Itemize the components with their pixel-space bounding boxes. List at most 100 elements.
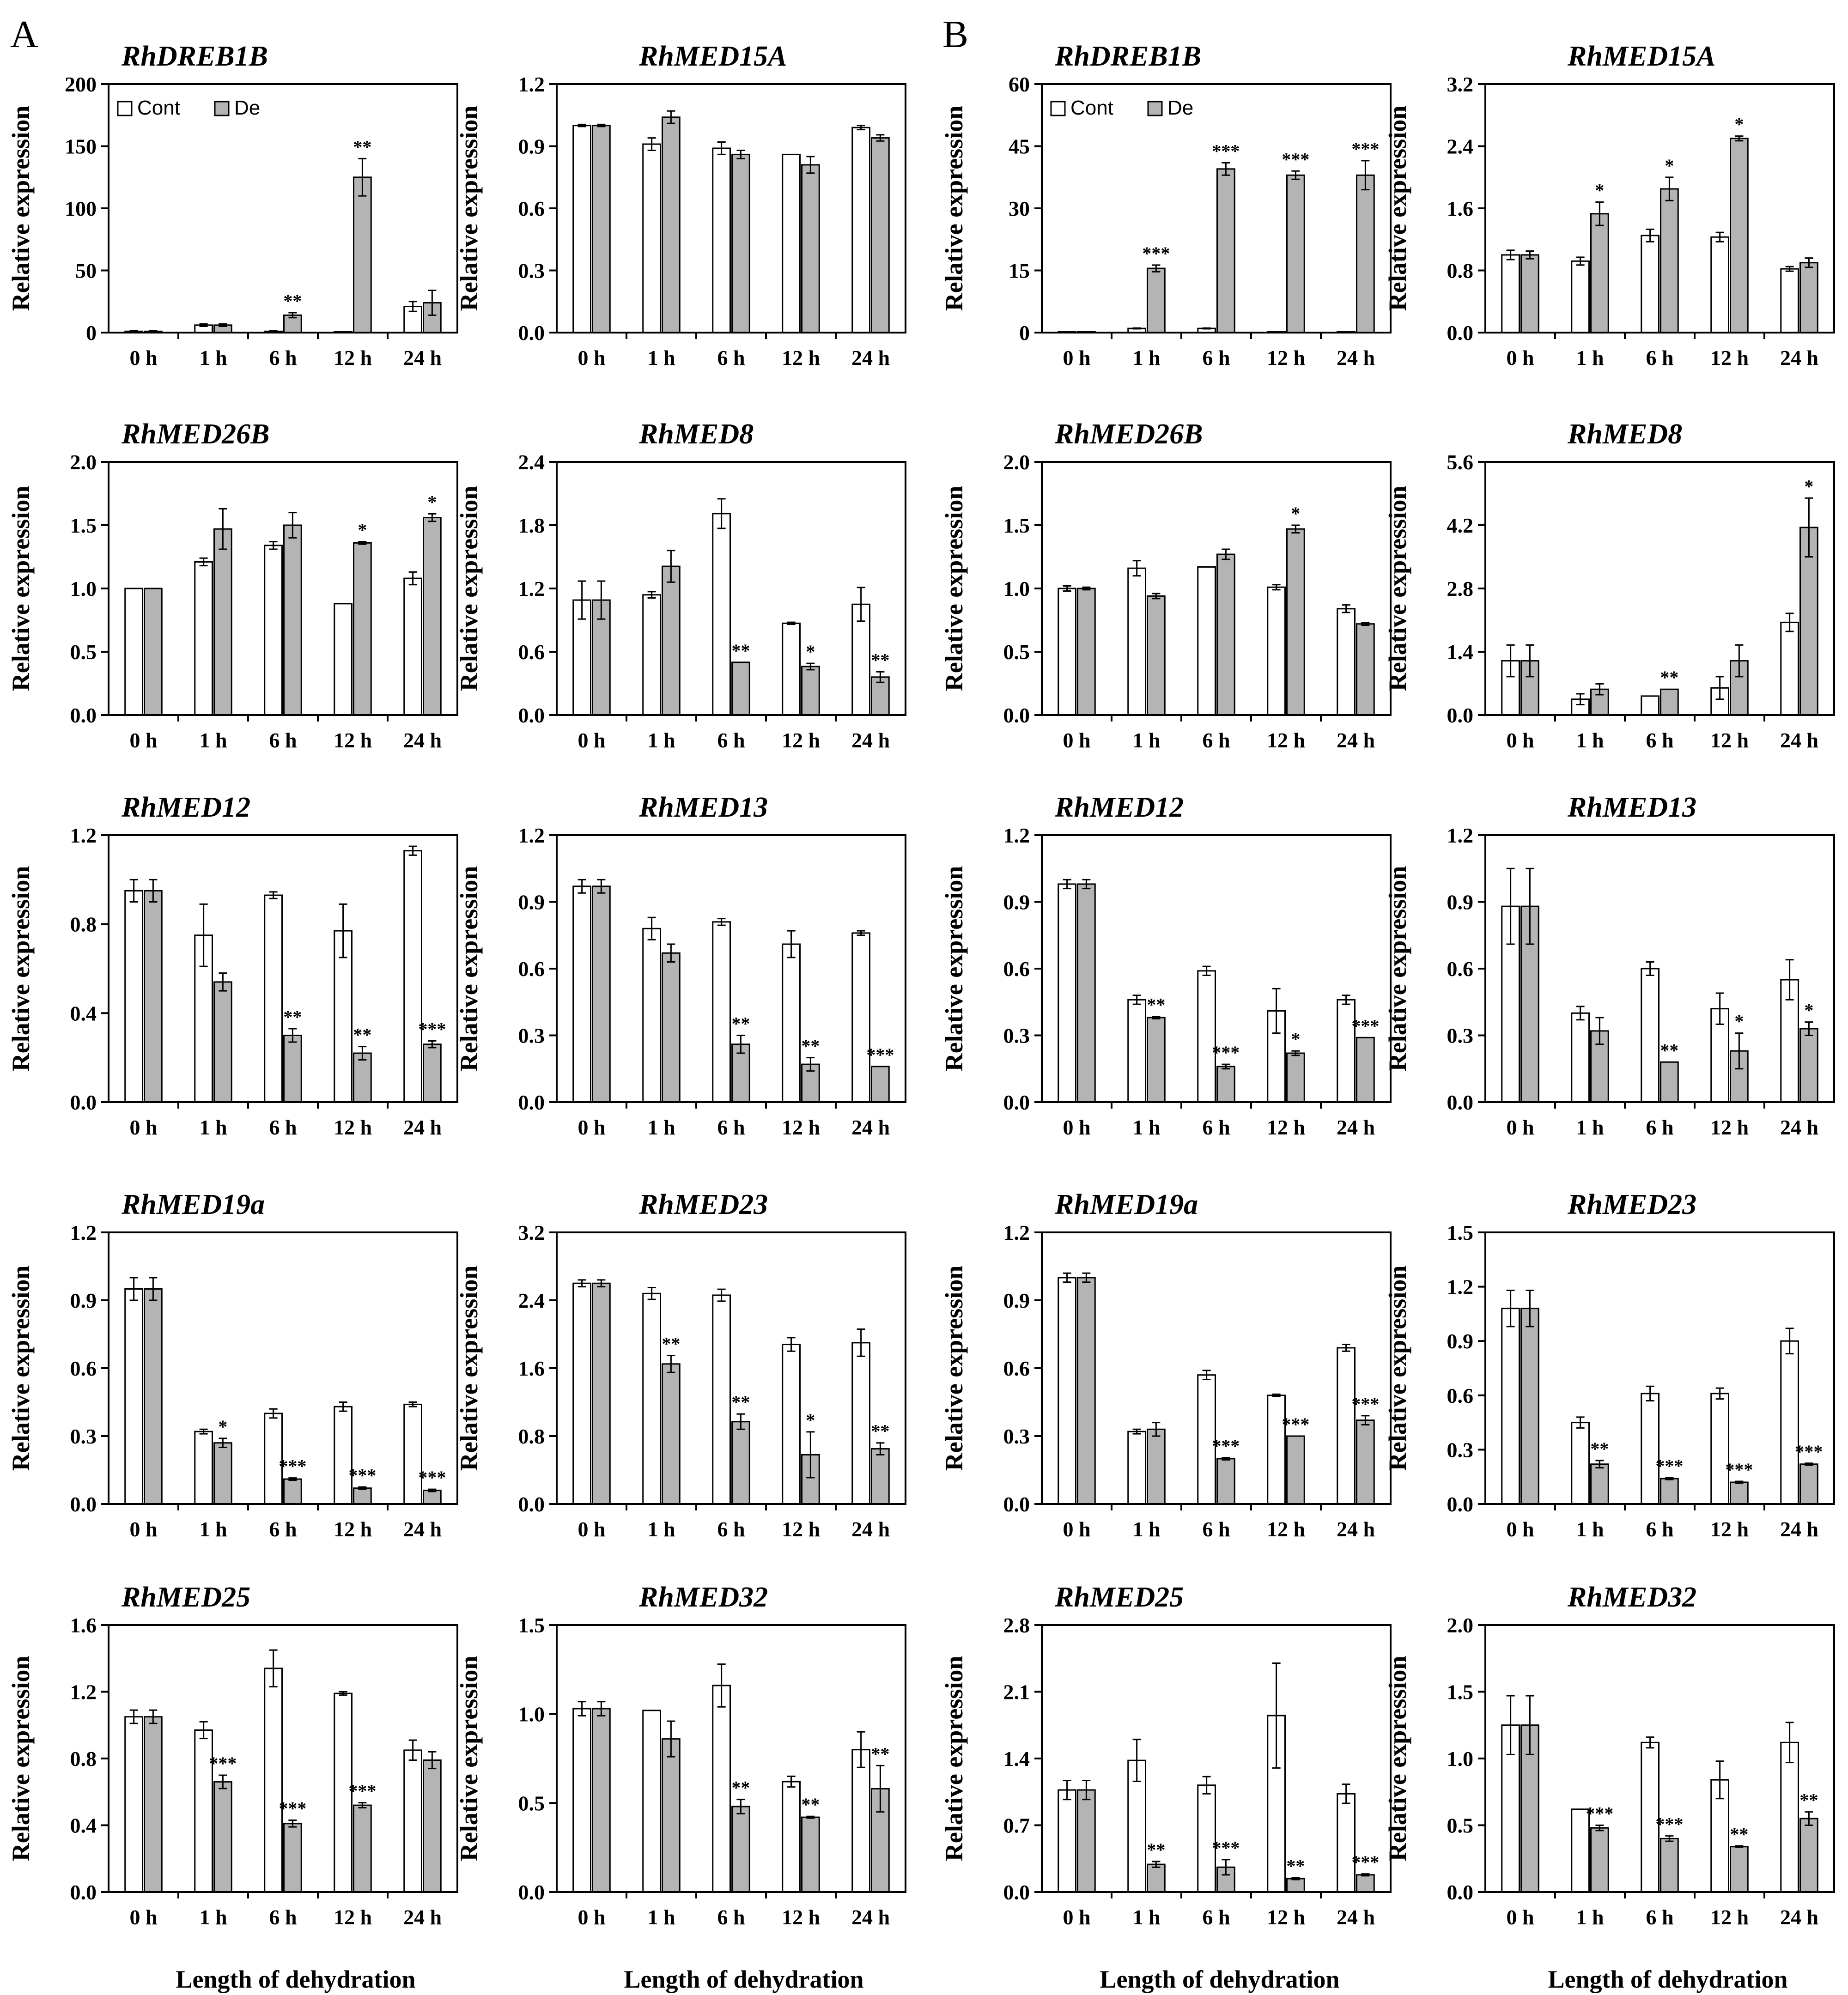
- bar-cont: [712, 1294, 731, 1505]
- bar-de: [662, 1738, 681, 1893]
- x-tick-label: 24 h: [403, 346, 442, 370]
- bar-de: [871, 137, 890, 334]
- bar-cont: [1710, 1393, 1729, 1505]
- bar-cont: [642, 594, 661, 716]
- bar-cont: [264, 545, 283, 716]
- bar-cont: [572, 1708, 591, 1893]
- significance-mark: *: [1665, 155, 1674, 176]
- x-tick-label: 1 h: [199, 1905, 227, 1929]
- x-tick-label: 6 h: [1646, 1517, 1673, 1541]
- y-tick-label: 2.4: [1447, 135, 1474, 158]
- significance-mark: ***: [418, 1467, 446, 1488]
- y-tick-label: 1.4: [1003, 1747, 1030, 1771]
- plot-frame: [108, 83, 458, 334]
- x-tick-label: 0 h: [1506, 728, 1534, 752]
- y-tick-label: 0.3: [518, 1024, 545, 1048]
- plot-frame: [556, 83, 906, 334]
- y-tick-label: 0.5: [70, 640, 97, 664]
- bar-cont: [642, 1292, 661, 1505]
- x-axis-label-col2: Length of dehydration: [624, 1965, 863, 1993]
- bar-de: [1520, 254, 1539, 334]
- y-tick-label: 1.6: [518, 1357, 545, 1380]
- chart-a-rhmed13: RhMED13 Relative expression 0.0 0.3 0.6 0.9 1.…: [455, 792, 906, 1139]
- significance-mark: **: [731, 640, 750, 661]
- x-tick-label: 6 h: [717, 346, 745, 370]
- bar-cont: [1337, 1347, 1356, 1505]
- bar-de: [1590, 1827, 1609, 1893]
- x-tick-label: 1 h: [1576, 1116, 1604, 1139]
- x-axis-label-col3: Length of dehydration: [1100, 1965, 1339, 1993]
- y-tick-label: 1.2: [1003, 824, 1030, 847]
- bar-cont: [334, 1692, 353, 1893]
- significance-mark: *: [1595, 180, 1604, 201]
- y-tick-label: 2.0: [70, 450, 97, 474]
- bar-cont: [1337, 608, 1356, 716]
- x-tick-label: 6 h: [269, 1116, 297, 1139]
- bar-cont: [712, 513, 731, 716]
- significance-mark: ***: [1351, 139, 1379, 159]
- y-tick-label: 1.0: [1447, 1747, 1474, 1771]
- bar-cont: [782, 1344, 801, 1505]
- panel-label-b: B: [942, 13, 968, 56]
- y-tick-label: 0.6: [1003, 1357, 1030, 1380]
- bar-cont: [712, 1685, 731, 1893]
- y-tick-label: 0.3: [1003, 1425, 1030, 1448]
- y-tick-label: 0.0: [1447, 1091, 1474, 1114]
- x-tick-label: 12 h: [334, 1517, 372, 1541]
- plot-frame: [1484, 83, 1835, 334]
- chart-b-rhmed23: RhMED23 Relative expression 0.0 0.3 0.6 0.9 1.…: [1384, 1189, 1835, 1541]
- bar-de: [1286, 174, 1305, 334]
- significance-mark: ***: [1212, 1042, 1240, 1063]
- bar-de: [144, 588, 163, 716]
- x-axis-label-col1: Length of dehydration: [176, 1965, 415, 1993]
- plot-frame: [108, 1231, 458, 1505]
- y-tick-label: 2.8: [1003, 1613, 1030, 1637]
- x-tick-label: 12 h: [1710, 1116, 1749, 1139]
- bar-cont: [851, 932, 870, 1103]
- bar-de: [1147, 1017, 1166, 1103]
- x-tick-label: 24 h: [403, 1905, 442, 1929]
- y-tick-label: 0.9: [1003, 1289, 1030, 1312]
- bar-de: [662, 565, 681, 716]
- bar-cont: [1780, 1340, 1799, 1505]
- bar-cont: [851, 127, 870, 334]
- x-tick-label: 0 h: [1063, 1116, 1090, 1139]
- x-tick-label: 1 h: [199, 1116, 227, 1139]
- significance-mark: **: [1660, 1040, 1678, 1061]
- bar-de: [731, 1806, 750, 1893]
- x-tick-label: 6 h: [1646, 728, 1673, 752]
- chart-title: RhDREB1B: [121, 41, 268, 72]
- bar-cont: [124, 1716, 143, 1893]
- y-axis-label: Relative expression: [455, 106, 483, 311]
- y-tick-label: 0.0: [70, 1492, 97, 1516]
- y-tick-label: 0.8: [1447, 259, 1474, 283]
- x-tick-label: 12 h: [782, 1116, 820, 1139]
- plot-frame: [1041, 834, 1392, 1103]
- bar-de: [1799, 1028, 1818, 1103]
- chart-a-rhdreb1b: RhDREB1B Relative expression 0 50 100 150 200 0…: [7, 41, 458, 370]
- chart-b-rhmed26b: RhMED26B Relative expression 0.0 0.5 1.0 1.5 2…: [940, 418, 1392, 752]
- chart-b-rhmed15a: RhMED15A Relative expression 0.0 0.8 1.6 2.4 3…: [1384, 41, 1835, 370]
- x-tick-label: 1 h: [1132, 1905, 1160, 1929]
- y-tick-label: 30: [1009, 197, 1030, 220]
- y-axis-label: Relative expression: [1384, 486, 1411, 691]
- significance-mark: *: [806, 641, 815, 662]
- chart-a-rhmed15a: RhMED15A Relative expression 0.0 0.3 0.6 0.9 1…: [455, 41, 906, 370]
- bar-de: [592, 1708, 611, 1893]
- x-tick-label: 0 h: [1063, 728, 1090, 752]
- bar-de: [283, 1478, 302, 1505]
- y-tick-label: 1.5: [70, 514, 97, 537]
- y-tick-label: 100: [65, 197, 97, 220]
- x-tick-label: 12 h: [782, 346, 820, 370]
- significance-mark: ***: [1655, 1814, 1683, 1835]
- bar-de: [353, 176, 372, 334]
- bar-cont: [1337, 1793, 1356, 1893]
- significance-mark: **: [662, 1333, 680, 1354]
- bar-de: [1077, 1277, 1096, 1505]
- bar-de: [213, 1781, 232, 1893]
- bar-cont: [642, 1710, 661, 1893]
- legend-swatch-de: [214, 101, 230, 116]
- significance-mark: ***: [1212, 1436, 1240, 1456]
- bar-de: [1660, 688, 1679, 716]
- y-tick-label: 0.9: [1447, 891, 1474, 914]
